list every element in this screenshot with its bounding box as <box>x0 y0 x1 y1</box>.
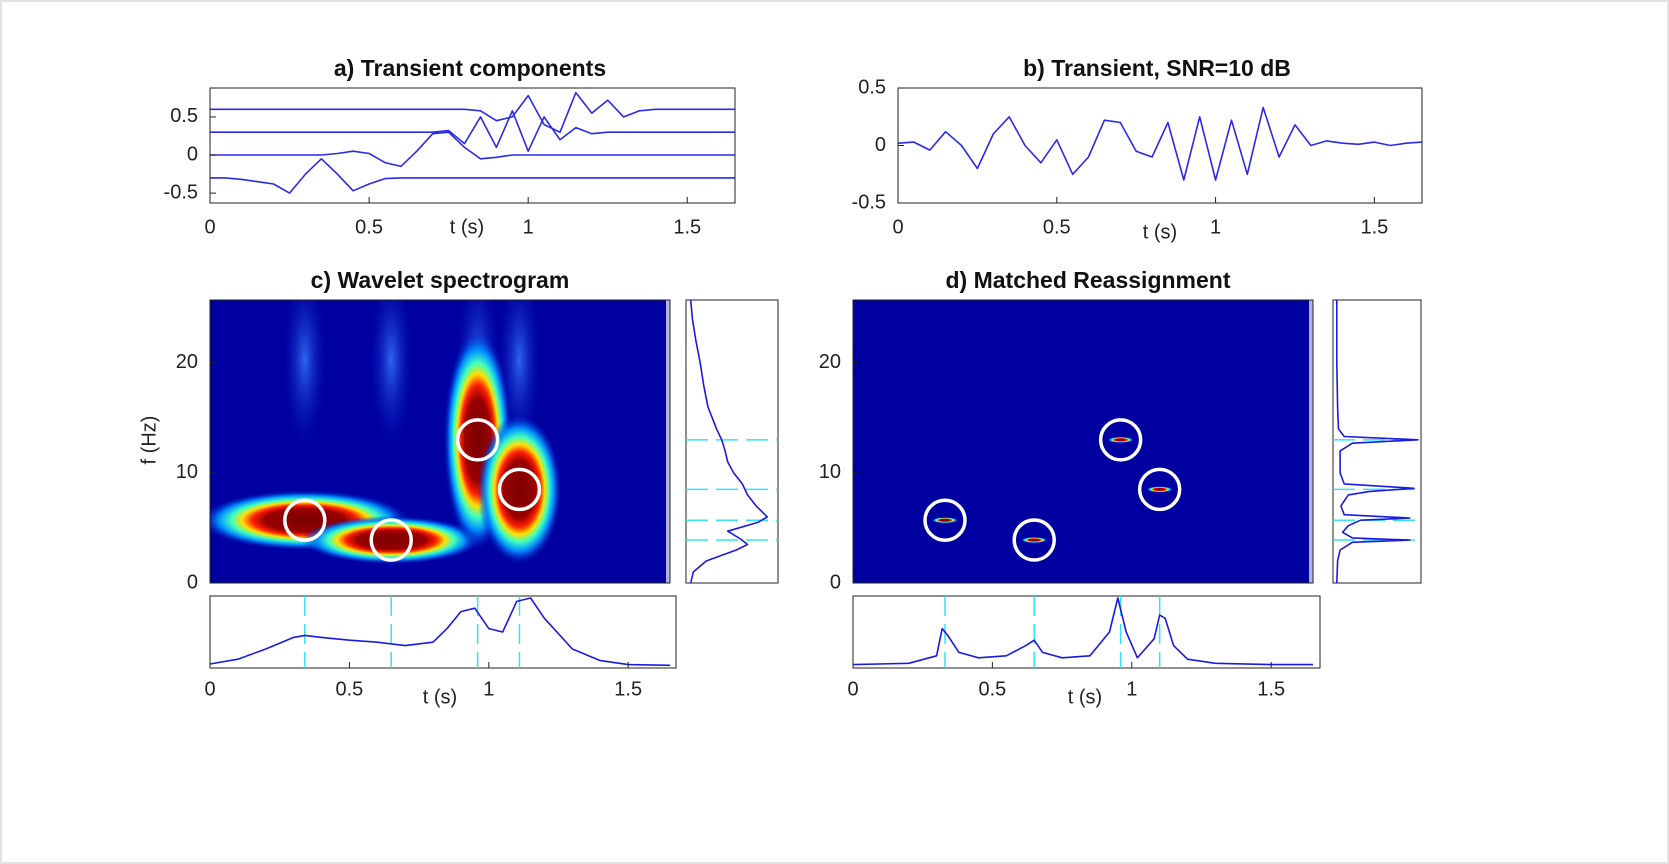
frequency-marginal <box>1336 300 1419 584</box>
component-marker <box>1098 418 1143 462</box>
component-marker <box>1137 467 1182 512</box>
y-tick-label: 0 <box>875 134 886 156</box>
series-line <box>210 131 735 168</box>
component-marker <box>455 418 500 462</box>
marginal-box <box>685 299 779 584</box>
y-tick-label: 0 <box>187 143 198 165</box>
axes-box <box>209 87 736 204</box>
x-tick-label: 0.5 <box>335 678 363 700</box>
x-tick-label: 0 <box>847 678 858 700</box>
y-tick-label: 0 <box>830 571 841 593</box>
x-tick-label: 0.5 <box>978 678 1006 700</box>
series-line <box>898 106 1422 181</box>
heatmap-blob <box>1021 537 1048 544</box>
y-tick-label: 0 <box>187 571 198 593</box>
x-tick-label: 1.5 <box>1360 216 1388 238</box>
x-tick-label: 1 <box>523 216 534 238</box>
y-tick-label: -0.5 <box>164 181 198 203</box>
x-tick-label: 1 <box>1210 216 1221 238</box>
component-marker <box>923 498 967 542</box>
chart-title: c) Wavelet spectrogram <box>311 267 570 293</box>
series-line <box>210 110 735 152</box>
heatmap-haze <box>282 300 327 450</box>
y-tick-label: 10 <box>819 461 841 483</box>
x-tick-label: 1.5 <box>1257 678 1285 700</box>
component-marker <box>369 518 413 562</box>
x-axis-label: t (s) <box>423 686 457 708</box>
x-tick-label: 0.5 <box>1043 216 1071 238</box>
axes-box <box>209 299 671 584</box>
heatmap-background <box>853 300 1313 583</box>
heatmap-edge <box>1309 300 1313 583</box>
axes-box <box>897 87 1423 204</box>
x-tick-label: 0 <box>204 678 215 700</box>
component-marker <box>1012 518 1056 562</box>
x-axis-label: t (s) <box>450 216 484 238</box>
y-tick-label: 20 <box>176 351 198 373</box>
series-line <box>210 91 735 133</box>
frequency-marginal <box>689 299 769 584</box>
y-tick-label: 0.5 <box>170 105 198 127</box>
y-tick-label: 10 <box>176 461 198 483</box>
time-marginal <box>852 597 1313 666</box>
x-tick-label: 1.5 <box>673 216 701 238</box>
heatmap-haze <box>369 300 414 450</box>
heatmap <box>210 300 670 583</box>
heatmap-edge <box>666 300 670 583</box>
component-marker <box>497 467 542 512</box>
y-axis-label: f (Hz) <box>138 416 160 465</box>
x-axis-label: t (s) <box>1143 221 1177 243</box>
chart-title: a) Transient components <box>334 55 606 81</box>
x-tick-label: 0 <box>892 216 903 238</box>
y-tick-label: -0.5 <box>852 191 886 213</box>
component-marker <box>283 498 327 542</box>
time-marginal <box>209 597 671 667</box>
heatmap-blob <box>1107 436 1134 443</box>
y-tick-label: 20 <box>819 351 841 373</box>
series-line <box>210 158 735 194</box>
x-tick-label: 1.5 <box>614 678 642 700</box>
x-tick-label: 1 <box>1126 678 1137 700</box>
marginal-box <box>852 595 1321 669</box>
chart-title: b) Transient, SNR=10 dB <box>1023 55 1291 81</box>
x-tick-label: 0 <box>204 216 215 238</box>
heatmap-blob <box>932 517 958 524</box>
axes-box <box>852 299 1314 584</box>
heatmap-blob <box>1146 486 1173 493</box>
x-axis-label: t (s) <box>1068 686 1102 708</box>
heatmap-blob <box>301 516 482 565</box>
heatmap-blob <box>477 414 562 565</box>
heatmap <box>853 300 1313 583</box>
y-tick-label: 0.5 <box>858 76 886 98</box>
x-tick-label: 0.5 <box>355 216 383 238</box>
x-tick-label: 1 <box>483 678 494 700</box>
chart-title: d) Matched Reassignment <box>946 267 1231 293</box>
